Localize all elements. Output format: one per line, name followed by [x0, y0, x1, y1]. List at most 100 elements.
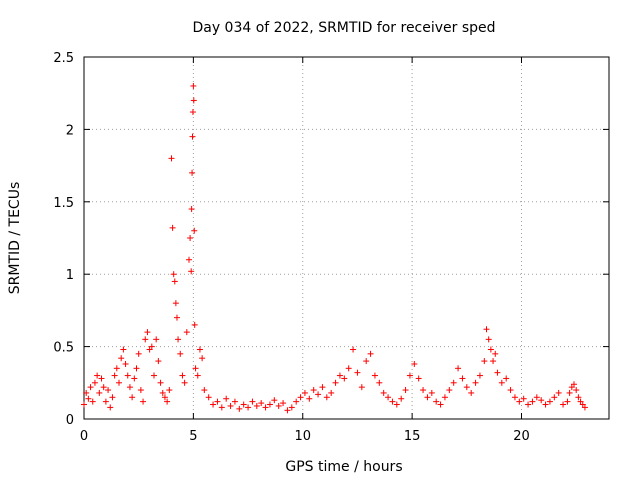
y-tick-label: 2 — [66, 123, 74, 138]
data-point — [98, 375, 105, 382]
data-point — [91, 379, 98, 386]
data-point — [315, 391, 322, 398]
data-point — [105, 387, 112, 394]
data-point — [210, 401, 217, 408]
grid — [84, 57, 609, 419]
data-point — [481, 358, 488, 365]
data-point — [398, 395, 405, 402]
data-point — [199, 355, 206, 362]
data-point — [122, 360, 129, 367]
data-point — [113, 365, 120, 372]
data-point — [201, 387, 208, 394]
data-point — [271, 397, 278, 404]
data-point — [483, 326, 490, 333]
data-point — [140, 398, 147, 405]
data-point — [218, 404, 225, 411]
data-point — [116, 379, 122, 386]
data-point — [190, 97, 197, 104]
x-tick-label: 10 — [294, 429, 311, 444]
data-point — [191, 227, 198, 234]
data-point — [498, 379, 505, 386]
data-point — [236, 405, 243, 412]
data-point — [85, 395, 92, 402]
data-point — [463, 384, 470, 391]
data-point — [492, 350, 499, 357]
x-axis-title: GPS time / hours — [285, 459, 402, 475]
data-point — [371, 372, 378, 379]
y-tick-label: 0.5 — [53, 341, 74, 356]
data-point — [161, 394, 168, 401]
data-point — [406, 372, 413, 379]
data-point — [179, 372, 186, 379]
data-point — [164, 398, 171, 405]
data-point — [189, 169, 196, 176]
data-point — [546, 398, 553, 405]
data-point — [288, 404, 295, 411]
data-points — [81, 82, 588, 414]
data-point — [380, 389, 387, 396]
data-point — [231, 398, 238, 405]
x-tick-label: 15 — [404, 429, 421, 444]
data-point — [107, 404, 114, 411]
y-tick-label: 1.5 — [53, 196, 74, 211]
data-point — [459, 375, 466, 382]
data-point — [284, 407, 291, 414]
data-point — [490, 358, 497, 365]
data-point — [350, 346, 357, 353]
data-point — [192, 365, 199, 372]
data-point — [564, 398, 571, 405]
data-point — [420, 387, 427, 394]
data-point — [354, 369, 361, 376]
data-point — [450, 379, 457, 386]
data-point — [188, 206, 195, 213]
data-point — [258, 400, 265, 407]
data-point — [533, 394, 540, 401]
data-point — [96, 389, 103, 396]
data-point — [157, 379, 164, 386]
data-point — [332, 379, 339, 386]
data-point — [253, 402, 260, 409]
data-point — [301, 389, 308, 396]
data-point — [507, 387, 514, 394]
data-point — [191, 321, 198, 328]
data-point — [542, 401, 549, 408]
data-point — [159, 389, 166, 396]
data-point — [293, 398, 300, 405]
data-point — [133, 365, 140, 372]
data-point — [538, 397, 545, 404]
data-point — [494, 369, 501, 376]
data-point — [363, 358, 370, 365]
data-point — [245, 404, 252, 411]
data-point — [155, 358, 162, 365]
data-point — [240, 401, 247, 408]
data-point — [148, 343, 155, 350]
data-point — [183, 329, 190, 336]
data-point — [227, 402, 234, 409]
data-point — [249, 398, 256, 405]
data-point — [323, 394, 330, 401]
data-point — [485, 336, 492, 343]
data-point — [402, 387, 409, 394]
data-point — [358, 384, 365, 391]
data-point — [393, 401, 400, 408]
data-point — [341, 375, 348, 382]
data-point — [151, 372, 157, 379]
data-point — [144, 329, 151, 336]
data-point — [319, 384, 326, 391]
data-point — [172, 300, 179, 307]
chart-title: Day 034 of 2022, SRMTID for receiver spe… — [192, 20, 495, 36]
data-point — [266, 401, 273, 408]
y-axis: 0 0.5 1 1.5 2 2.5 — [53, 51, 609, 428]
data-point — [181, 379, 188, 386]
data-point — [424, 394, 431, 401]
y-tick-label: 1 — [66, 268, 74, 283]
data-point — [297, 394, 304, 401]
data-point — [129, 394, 136, 401]
y-axis-title: SRMTID / TECUs — [7, 182, 23, 295]
data-point — [385, 394, 392, 401]
data-point — [186, 256, 192, 263]
data-point — [560, 401, 567, 408]
data-point — [389, 398, 396, 405]
data-point — [83, 389, 90, 396]
